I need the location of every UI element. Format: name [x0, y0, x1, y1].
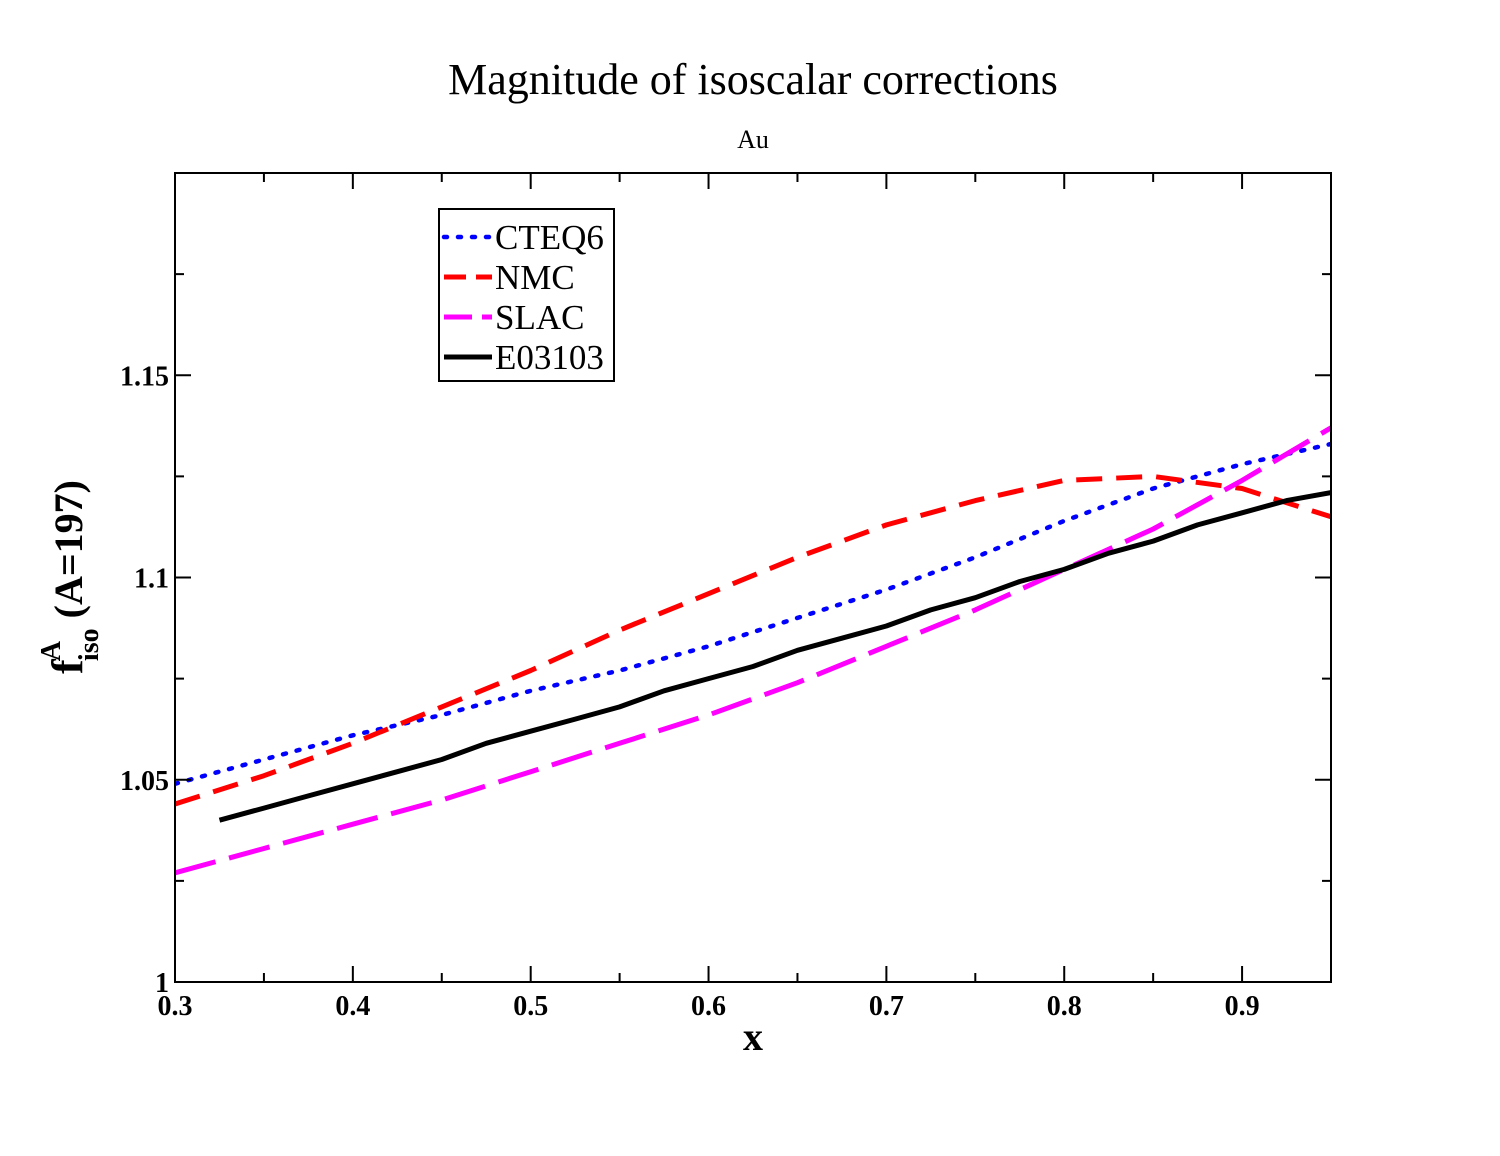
y-axis-label: fA iso (A=197)	[36, 480, 105, 674]
x-tick-label: 0.5	[513, 991, 548, 1022]
y-axis-label-suffix: (A=197)	[46, 480, 91, 628]
series-line-cteq6	[175, 441, 1331, 787]
y-tick-label: 1.1	[134, 564, 169, 595]
x-axis-label: x	[743, 1014, 763, 1059]
legend-label-e03103: E03103	[495, 338, 604, 377]
legend-label-cteq6: CTEQ6	[495, 218, 604, 257]
legend-box	[438, 208, 615, 382]
y-tick-label: 1	[155, 968, 169, 999]
chart-subtitle: Au	[737, 125, 769, 154]
ticks-layer: 0.3 0.4 0.5 0.6 0.7 0.8 0.9 1 1.05 1.1 1.15	[120, 172, 1332, 1022]
y-axis-label-subscript: iso	[74, 628, 105, 661]
x-tick-label: 0.3	[158, 991, 193, 1022]
series-line-slac	[175, 425, 1331, 876]
x-tick-label: 0.9	[1225, 991, 1260, 1022]
y-axis-label-superscript: A	[36, 640, 67, 661]
series-line-nmc	[175, 473, 1331, 807]
legend-label-slac: SLAC	[495, 298, 584, 337]
y-tick-label: 1.15	[120, 361, 169, 392]
x-tick-label: 0.8	[1047, 991, 1082, 1022]
x-tick-label: 0.6	[691, 991, 726, 1022]
y-axis-label-base: f	[43, 658, 92, 674]
legend-label-nmc: NMC	[495, 258, 575, 297]
chart-title: Magnitude of isoscalar corrections	[448, 55, 1058, 104]
series-line-e03103	[218, 490, 1331, 823]
x-tick-label: 0.4	[335, 991, 370, 1022]
y-tick-label: 1.05	[120, 766, 169, 797]
series-layer	[175, 425, 1331, 876]
x-tick-label: 0.7	[869, 991, 904, 1022]
